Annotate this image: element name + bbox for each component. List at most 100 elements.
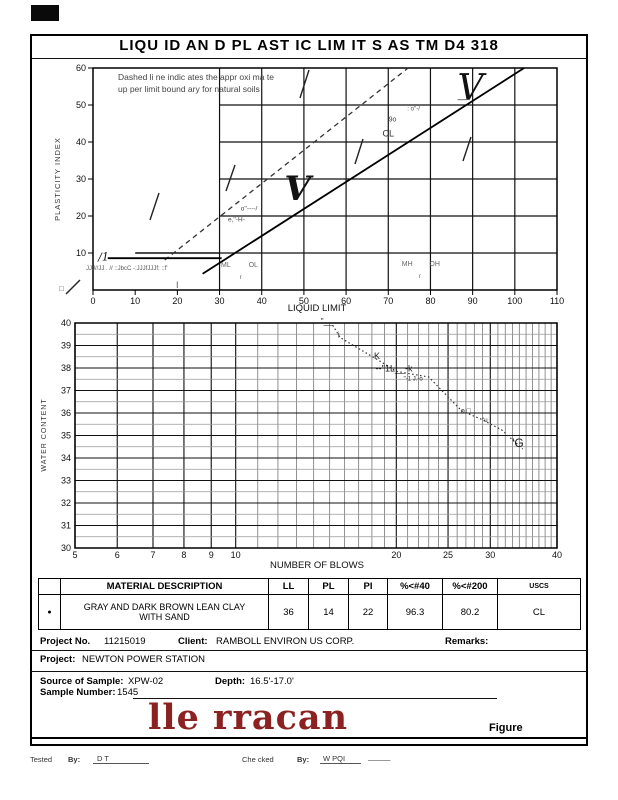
data-annotation: ''u (482, 418, 488, 424)
y-tick-label: 20 (76, 211, 86, 221)
data-annotation: --''1L__-k (376, 363, 413, 373)
y-tick-label: 30 (76, 174, 86, 184)
col-pl: PL (308, 578, 349, 595)
checked-by-dash: ——— (368, 755, 391, 764)
row-pi: 22 (348, 594, 388, 630)
y-tick-label: 50 (76, 100, 86, 110)
zone-label: — (458, 94, 467, 104)
report-title: LIQU ID AN D PL AST IC LIM IT S AS TM D4… (119, 37, 499, 54)
y-tick-label: 34 (61, 453, 71, 463)
col-ll: LL (268, 578, 309, 595)
flow-curve (332, 324, 524, 450)
y-axis-label: WATER CONTENT (41, 398, 48, 471)
artifact-text: □ (59, 284, 64, 293)
y-tick-label: 36 (61, 408, 71, 418)
depth-label: Depth: (215, 676, 246, 687)
y-tick-label: 60 (76, 63, 86, 73)
col-material-description: MATERIAL DESCRIPTION (60, 578, 269, 595)
artifact-stroke (225, 164, 236, 192)
checked-by-value: W PQI (320, 754, 361, 764)
project-label: Project: (40, 654, 76, 665)
data-annotation: ''-1 J.-o (403, 376, 423, 382)
row-uscs: CL (497, 594, 581, 630)
data-annotation: ''__ (321, 317, 334, 326)
flow-curve-chart: 30 31 32 33 34 35 36 37 38 39 40 5 6 7 8 9 10 20 25 30 40 NUM… (41, 317, 562, 571)
y-tick-label: 31 (61, 521, 71, 531)
zone-label: OL (249, 262, 258, 269)
note-line-1: Dashed li ne indic ates the appr oxi ma … (118, 72, 274, 82)
zone-label: V (284, 169, 314, 209)
zone-label: ML (221, 262, 231, 269)
y-tick-label: 30 (61, 543, 71, 553)
y-tick-label: 40 (76, 137, 86, 147)
row-pl: 14 (308, 594, 349, 630)
data-annotation: o □ (461, 408, 472, 415)
data-annotation: K (374, 351, 380, 361)
zone-label: V (458, 68, 488, 109)
x-tick-label: 40 (552, 550, 562, 560)
zone-label: r (240, 275, 242, 281)
x-tick-label: 0 (90, 296, 95, 306)
x-tick-label: 110 (550, 296, 564, 306)
x-tick-label: 60 (341, 296, 351, 306)
client-value: RAMBOLL ENVIRON US CORP. (216, 636, 355, 647)
client-label: Client: (178, 636, 208, 647)
note-line-2: up per limit bound ary for natural soils (118, 84, 260, 94)
bottom-inner-rule (31, 737, 587, 739)
y-tick-label: 38 (61, 363, 71, 373)
artifact-stroke (65, 279, 81, 295)
row-bullet: ● (38, 594, 61, 630)
col-uscs: USCS (497, 578, 581, 595)
report-frame (30, 34, 588, 746)
title-underline (32, 58, 586, 59)
checked-label: Che cked (242, 755, 274, 764)
corner-mark (31, 5, 59, 21)
plot-border (74, 322, 558, 549)
x-tick-label: 20 (391, 550, 401, 560)
y-tick-label: 37 (61, 386, 71, 396)
tested-label: Tested (30, 755, 53, 764)
project-value: NEWTON POWER STATION (82, 654, 205, 665)
source-label: Source of Sample: (40, 676, 124, 687)
sample-number-value: 1545 (117, 687, 139, 698)
depth-value: 16.5'-17.0' (250, 676, 294, 687)
zone-label: CL (383, 128, 395, 138)
zone-label: OH (429, 261, 440, 268)
y-tick-label: 40 (61, 318, 71, 328)
x-tick-label: 70 (383, 296, 393, 306)
col-pct40: %<#40 (387, 578, 443, 595)
project-no-value: 11215019 (104, 636, 146, 647)
x-tick-label: 8 (181, 550, 186, 560)
zone-label: r (419, 274, 421, 280)
zone-label: o''----/ (241, 205, 258, 212)
tested-by-value: D T (93, 754, 149, 764)
x-axis-label: LIQUID LIMIT (288, 303, 347, 314)
plasticity-chart: 0 10 20 30 40 50 60 70 80 90 100 110 10 20 30 40 50 60 Das… (53, 63, 564, 314)
x-tick-label: 80 (425, 296, 435, 306)
x-tick-label: 6 (115, 550, 120, 560)
row-ll: 36 (268, 594, 309, 630)
data-annotation: i (338, 331, 340, 340)
x-tick-label: 100 (507, 296, 522, 306)
x-tick-label: 9 (209, 550, 214, 560)
artifact-text: I (176, 280, 179, 290)
x-tick-label: 5 (72, 550, 77, 560)
x-axis-label: NUMBER OF BLOWS (270, 560, 364, 571)
x-tick-label: 10 (130, 296, 140, 306)
row-pct200: 80.2 (442, 594, 498, 630)
artifact-stroke (149, 192, 160, 221)
logo-text: lle rracan (148, 697, 349, 738)
x-tick-label: 7 (150, 550, 155, 560)
row-pct40: 96.3 (387, 594, 443, 630)
y-tick-label: 10 (76, 248, 86, 258)
figure-label: Figure (489, 722, 523, 734)
zone-label: MH (402, 261, 413, 268)
y-tick-label: 35 (61, 431, 71, 441)
info-divider-1 (31, 650, 587, 651)
y-tick-label: 33 (61, 476, 71, 486)
zone-label: /1 (97, 250, 109, 263)
zone-label: e,''-H- (228, 217, 245, 224)
data-annotation: 'G (512, 436, 524, 450)
x-tick-label: 90 (468, 296, 478, 306)
x-tick-label: 30 (485, 550, 495, 560)
